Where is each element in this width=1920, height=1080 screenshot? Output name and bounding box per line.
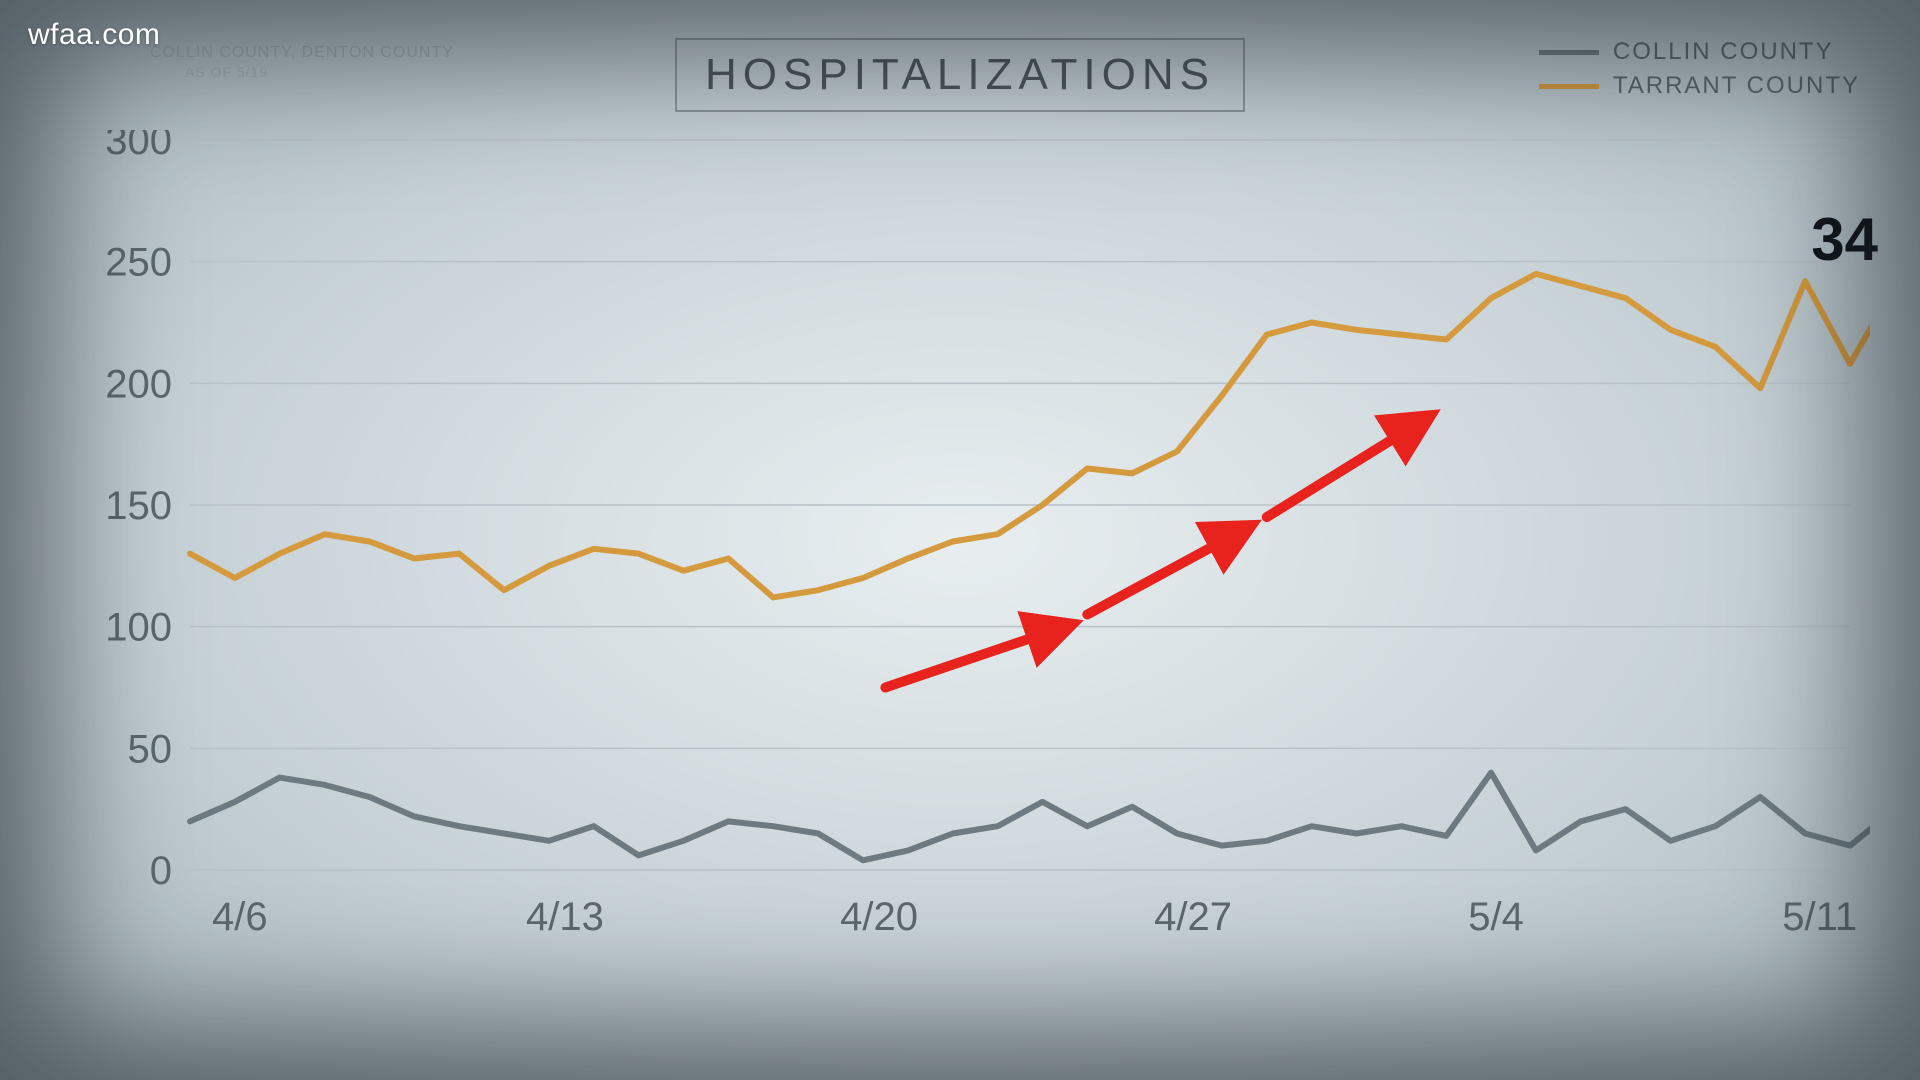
- legend-swatch: [1539, 84, 1599, 89]
- svg-text:50: 50: [128, 727, 173, 771]
- source-text-1: COLLIN COUNTY, DENTON COUNTY: [150, 44, 454, 62]
- svg-text:150: 150: [105, 484, 172, 528]
- svg-text:4/13: 4/13: [526, 895, 604, 939]
- legend-label: TARRANT COUNTY: [1613, 72, 1860, 100]
- svg-text:0: 0: [150, 849, 172, 893]
- chart-area: 0 50 100 150 200 250 300 4/6 4/13 4/20 4/27 5/4 5/11: [80, 130, 1870, 980]
- svg-text:300: 300: [105, 130, 172, 163]
- legend-item: TARRANT COUNTY: [1539, 72, 1860, 100]
- svg-text:5/4: 5/4: [1468, 895, 1524, 939]
- svg-text:250: 250: [105, 241, 172, 285]
- svg-text:200: 200: [105, 362, 172, 406]
- chart-title: HOSPITALIZATIONS: [675, 38, 1245, 112]
- legend-swatch: [1539, 50, 1599, 55]
- legend: COLLIN COUNTY TARRANT COUNTY: [1539, 38, 1860, 106]
- svg-text:4/27: 4/27: [1154, 895, 1232, 939]
- svg-text:4/6: 4/6: [212, 895, 268, 939]
- legend-label: COLLIN COUNTY: [1613, 38, 1834, 66]
- legend-item: COLLIN COUNTY: [1539, 38, 1860, 66]
- svg-text:4/20: 4/20: [840, 895, 918, 939]
- watermark: wfaa.com: [28, 18, 160, 52]
- chart-svg: 0 50 100 150 200 250 300 4/6 4/13 4/20 4/27 5/4 5/11: [80, 130, 1870, 980]
- source-text-2: AS OF 5/19: [185, 64, 268, 80]
- svg-text:100: 100: [105, 606, 172, 650]
- svg-text:5/11: 5/11: [1782, 895, 1857, 939]
